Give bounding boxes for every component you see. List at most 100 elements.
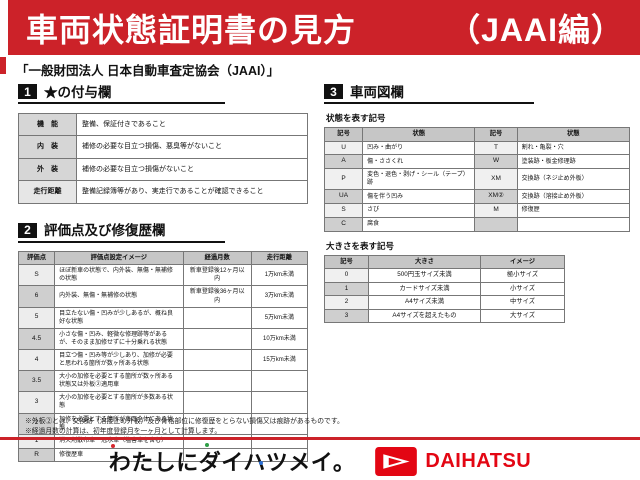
symbol-code bbox=[474, 216, 518, 232]
section1-header: 1 ★の付与欄 bbox=[18, 84, 225, 104]
eval-distance bbox=[250, 447, 309, 463]
criteria-label: 機 能 bbox=[18, 112, 77, 137]
size-code: 3 bbox=[324, 308, 369, 323]
symbol-desc: 塗装跡・板金修理跡 bbox=[516, 154, 631, 170]
criteria-desc: 整備記録簿等があり、実走行であることが確認できること bbox=[76, 180, 308, 204]
size-code: 0 bbox=[324, 268, 369, 283]
table-row: 1 カードサイズ未満 小サイズ bbox=[324, 281, 565, 296]
eval-desc: 加修を必要とする箇所が車両全体にある状態 bbox=[54, 412, 184, 435]
table-row: R 修復歴車 bbox=[17, 447, 309, 463]
table-row: P 変色・退色・剥げ・シール（テープ）跡 XM 交換跡（ネジ止め外板） bbox=[323, 168, 631, 191]
symbol-code: M bbox=[474, 202, 518, 218]
eval-desc: 小さな傷・凹み、軽微な修理跡等があるが、そのまま加修せずに十分乗れる状態 bbox=[54, 327, 184, 351]
size-symbols-table: 記号 大きさ イメージ 0 500円玉サイズ未満 極小サイズ 1 カードサイズ未… bbox=[324, 254, 565, 324]
table-row: 2 加修を必要とする箇所が車両全体にある状態 bbox=[17, 412, 309, 435]
daihatsu-logo: DAIHATSU bbox=[375, 446, 532, 476]
left-accent-bar bbox=[0, 57, 6, 74]
table-row: 3 A4サイズを超えたもの 大サイズ bbox=[324, 308, 565, 323]
eval-distance: 10万km未満 bbox=[250, 327, 309, 351]
symbol-code: A bbox=[323, 154, 364, 170]
symbol-code: C bbox=[323, 216, 364, 232]
eval-score: S bbox=[17, 264, 56, 287]
size-symbols-label: 大きさを表す記号 bbox=[326, 240, 395, 251]
table-row: 4.5 小さな傷・凹み、軽微な修理跡等があるが、そのまま加修せずに十分乗れる状態… bbox=[17, 327, 309, 351]
issuer-subtitle: 「一般財団法人 日本自動車査定協会（JAAI）」 bbox=[16, 64, 280, 78]
table-row: C 腐食 bbox=[323, 216, 631, 232]
slogan-accent-blue bbox=[258, 461, 263, 465]
page-title-edition: （JAAI編） bbox=[448, 11, 624, 48]
star-criteria-table: 機 能 整備、保証付きであること 内 装 補修の必要な目立つ損傷、悪臭等がないこ… bbox=[18, 112, 308, 204]
criteria-label: 内 装 bbox=[18, 135, 77, 159]
table-row: 2 A4サイズ未満 中サイズ bbox=[324, 295, 565, 310]
eval-score: 6 bbox=[17, 285, 56, 308]
section1-title: ★の付与欄 bbox=[44, 84, 112, 100]
footer-divider bbox=[0, 437, 640, 440]
eval-desc: 内外装、無傷・無補修の状態 bbox=[54, 285, 184, 308]
size-desc: 500円玉サイズ未満 bbox=[368, 268, 481, 283]
slogan-accent-green bbox=[204, 443, 209, 447]
eval-desc: 目立つ傷・凹み等が少しあり、加修が必要と思われる箇所が数ヶ所ある状態 bbox=[54, 348, 184, 372]
table-header-row: 記号 状態 記号 状態 bbox=[323, 127, 631, 142]
eval-distance: 3万km未満 bbox=[250, 285, 309, 308]
size-image: 大サイズ bbox=[480, 308, 565, 323]
criteria-label: 走行距離 bbox=[18, 180, 77, 204]
table-row: 3 大小の加修を必要とする箇所が多数ある状態 bbox=[17, 391, 309, 414]
symbol-desc bbox=[516, 216, 631, 232]
table-row: UA 傷を伴う凹み XM② 交換跡（溶接止め外板） bbox=[323, 189, 631, 204]
brand-name: DAIHATSU bbox=[425, 449, 532, 472]
col-header: イメージ bbox=[480, 254, 565, 269]
eval-score: 3 bbox=[17, 391, 56, 414]
size-code: 1 bbox=[324, 281, 369, 296]
symbol-desc: 傷を伴う凹み bbox=[362, 189, 476, 204]
symbol-desc: 変色・退色・剥げ・シール（テープ）跡 bbox=[362, 168, 476, 191]
right-column: 3 車両図欄 状態を表す記号 記号 状態 記号 状態 U 凹 bbox=[323, 84, 631, 462]
brand-slogan: わたしにダイハツメイ。 bbox=[108, 450, 356, 475]
size-code: 2 bbox=[324, 295, 369, 310]
eval-score: 4 bbox=[17, 348, 56, 372]
footnote-line: ※経過月数の計算は、初年度登録月を一ヶ月として計算します。 bbox=[25, 428, 222, 436]
eval-desc: 大小の加修を必要とする箇所が数ヶ所ある状態又は外板②適用車 bbox=[54, 370, 184, 393]
size-desc: A4サイズを超えたもの bbox=[368, 308, 481, 323]
table-row: 4 目立つ傷・凹み等が少しあり、加修が必要と思われる箇所が数ヶ所ある状態 15万… bbox=[17, 348, 309, 372]
symbol-desc: 交換跡（ネジ止め外板） bbox=[516, 168, 631, 191]
eval-score: R bbox=[17, 447, 56, 463]
table-row: 機 能 整備、保証付きであること bbox=[18, 112, 308, 137]
criteria-desc: 整備、保証付きであること bbox=[76, 112, 308, 137]
footnote-line: ※外板②とは、交換跡（溶接止め外板）及び骨格部位に修復歴をとらない損傷又は痕跡が… bbox=[25, 418, 344, 425]
eval-distance: 5万km未満 bbox=[250, 306, 309, 329]
eval-months bbox=[182, 306, 252, 329]
eval-desc: 目立たない傷・凹みが少しあるが、概ね良好な状態 bbox=[54, 306, 184, 329]
symbol-code: S bbox=[323, 202, 364, 218]
symbol-desc: 割れ・亀裂・穴 bbox=[516, 140, 631, 156]
symbol-code: XM② bbox=[474, 189, 518, 204]
section3-title: 車両図欄 bbox=[350, 84, 404, 100]
eval-months bbox=[182, 370, 252, 393]
table-row: U 凹み・曲がり T 割れ・亀裂・穴 bbox=[323, 140, 631, 156]
eval-months bbox=[182, 348, 252, 372]
eval-score: 5 bbox=[17, 306, 56, 329]
col-header: 経過月数 bbox=[182, 250, 252, 266]
table-row: 外 装 補修の必要な目立つ損傷がないこと bbox=[18, 157, 308, 182]
eval-desc: ほぼ新車の状態で、内外装、無傷・無補修の状態 bbox=[54, 264, 184, 287]
size-image: 小サイズ bbox=[480, 281, 565, 296]
table-row: 内 装 補修の必要な目立つ損傷、悪臭等がないこと bbox=[18, 135, 308, 159]
col-header: 記号 bbox=[323, 127, 364, 142]
section3-number-badge: 3 bbox=[324, 84, 343, 99]
size-image: 中サイズ bbox=[480, 295, 565, 310]
col-header: 評価点設定イメージ bbox=[54, 250, 184, 266]
col-header: 評価点 bbox=[17, 250, 56, 266]
main-content: 1 ★の付与欄 機 能 整備、保証付きであること 内 装 補修の必要な目立つ損傷… bbox=[17, 84, 631, 463]
symbol-code: U bbox=[323, 140, 364, 156]
slogan-accent-red bbox=[110, 444, 115, 448]
footer-brand-area: わたしにダイハツメイ。 DAIHATSU bbox=[0, 442, 640, 480]
section2-title: 評価点及び修復歴欄 bbox=[44, 223, 166, 239]
symbol-desc: 交換跡（溶接止め外板） bbox=[516, 189, 631, 204]
condition-symbols-table: 記号 状態 記号 状態 U 凹み・曲がり T 割れ・亀裂・穴 A bbox=[323, 127, 631, 232]
symbol-desc: 凹み・曲がり bbox=[362, 140, 476, 156]
col-header: 状態 bbox=[362, 127, 476, 142]
section1-number-badge: 1 bbox=[18, 84, 37, 99]
table-row: 3.5 大小の加修を必要とする箇所が数ヶ所ある状態又は外板②適用車 bbox=[17, 370, 309, 393]
table-row: S ほぼ新車の状態で、内外装、無傷・無補修の状態 新車登録後12ヶ月以内 1万k… bbox=[17, 264, 309, 287]
page-title: 車両状態証明書の見方 bbox=[26, 11, 357, 48]
